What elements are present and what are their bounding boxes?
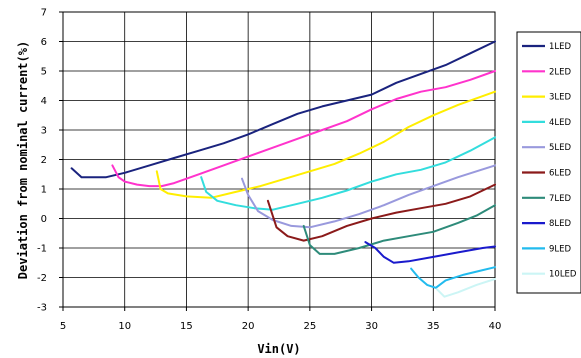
x-axis-ticks: 5 10 15 20 25 30 35 40 [60,307,502,332]
legend-label-8led: 8LED [549,219,572,229]
series-line-1led [70,40,496,179]
legend-label-3led: 3LED [549,93,572,103]
y-tick-label: 3 [41,126,47,137]
y-tick-label: 0 [41,214,47,225]
series-line-6led [266,183,496,242]
y-tick-label: 2 [41,155,47,166]
series-lines [70,40,496,298]
x-tick-label: 25 [303,321,316,332]
x-axis-label: Vin(V) [257,342,300,356]
x-tick-label: 40 [489,321,502,332]
x-tick-label: 15 [180,321,193,332]
y-tick-label: -3 [37,303,47,314]
legend-label-9led: 9LED [549,244,572,254]
x-tick-label: 30 [365,321,378,332]
grid-lines [63,12,495,307]
legend-label-7led: 7LED [549,194,572,204]
legend-label-1led: 1LED [549,42,572,52]
x-tick-label: 5 [60,321,66,332]
series-line-5led [241,164,496,229]
legend-label-2led: 2LED [549,67,572,77]
x-tick-label: 20 [242,321,255,332]
y-tick-label: 7 [41,8,47,19]
y-tick-label: 1 [41,185,47,196]
legend-label-6led: 6LED [549,169,572,179]
legend-label-10led: 10LED [549,270,577,280]
y-tick-label: -1 [37,244,47,255]
y-tick-label: -2 [37,273,47,284]
legend-box [516,31,581,294]
series-line-10led [436,278,496,298]
legend-label-4led: 4LED [549,118,572,128]
y-tick-label: 4 [41,96,47,107]
series-line-3led [155,90,496,199]
y-axis-ticks: 7 6 5 4 3 2 1 0 -1 -2 -3 [37,8,63,314]
series-line-7led [302,204,496,255]
series-line-8led [364,241,496,264]
legend-label-5led: 5LED [549,143,572,153]
y-axis-label: Deviation from nominal current(%) [16,41,30,279]
y-tick-label: 6 [41,37,47,48]
series-line-2led [111,70,496,188]
y-tick-label: 5 [41,67,47,78]
legend: 1LED 2LED 3LED 4LED 5LED 6LED 7LED 8LED 9LED 10LE… [522,42,577,280]
x-tick-label: 10 [118,321,131,332]
series-line-4led [200,136,496,211]
x-tick-label: 35 [427,321,440,332]
series-line-9led [410,266,496,289]
